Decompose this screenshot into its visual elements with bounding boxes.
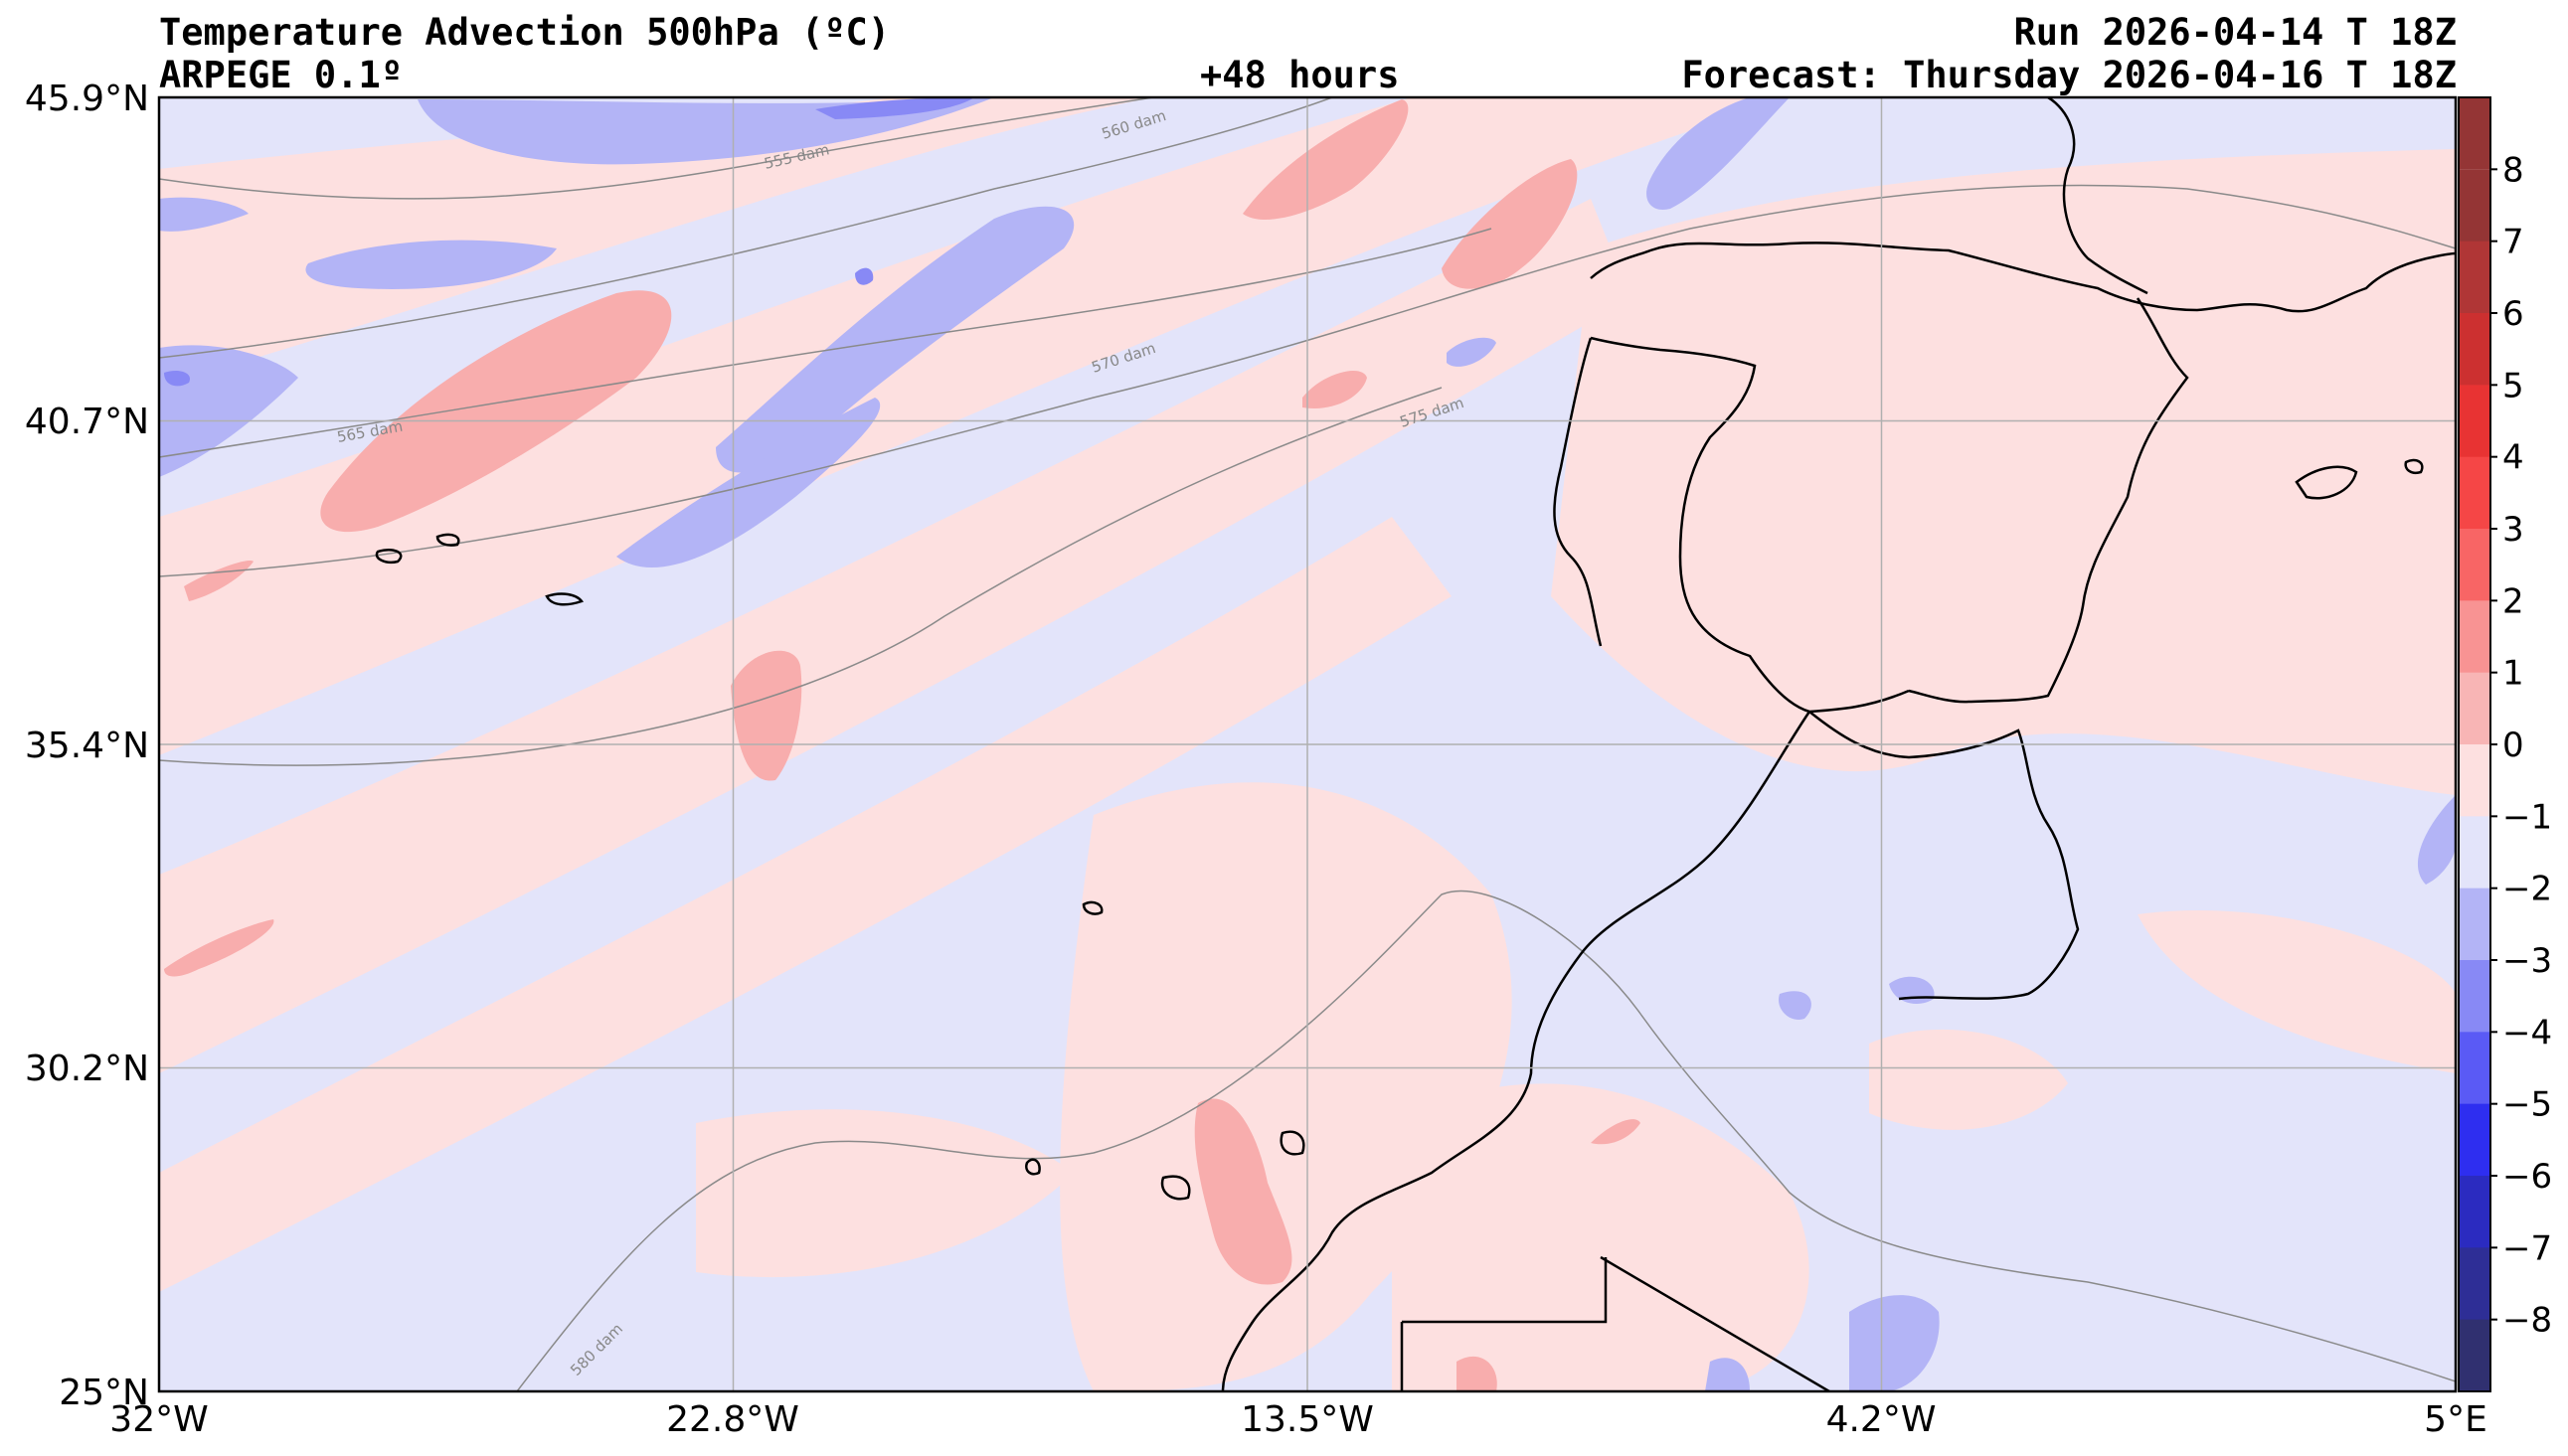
warm-patch [164, 919, 274, 977]
warm-patch [1442, 159, 1578, 289]
graticule [159, 97, 2456, 1391]
longitude-axis: 32°W 22.8°W 13.5°W 4.2°W 5°E [109, 1399, 2487, 1440]
lat-label: 25°N [59, 1373, 149, 1413]
colorbar-label: 0 [2502, 726, 2524, 765]
run-label: Run 2026-04-14 T 18Z [2013, 11, 2457, 54]
colorbar-segment [2459, 1176, 2490, 1248]
cold-patch [1646, 97, 1790, 210]
colorbar-segment [2459, 1103, 2490, 1177]
cold-patch [2417, 795, 2456, 885]
colorbar-segment [2459, 241, 2490, 314]
warm-patch [1456, 1356, 1497, 1391]
warm-area [696, 1109, 1074, 1278]
colorbar-segment [2459, 600, 2490, 674]
colorbar-label: −5 [2502, 1085, 2552, 1125]
warm-patch [731, 650, 802, 781]
colorbar-label: 4 [2502, 438, 2524, 478]
colorbar-labels: 8 7 6 5 4 3 2 1 0 −1 −2 −3 −4 −5 −6 −7 −8 [2490, 150, 2552, 1341]
lon-label: 32°W [109, 1399, 208, 1440]
colorbar-label: 3 [2502, 510, 2524, 550]
warm-band [159, 199, 1630, 1073]
map-title: Temperature Advection 500hPa (ºC) [159, 11, 891, 54]
colorbar-segment [2459, 744, 2490, 817]
colorbar-segment [2459, 960, 2490, 1033]
lead-time-label: +48 hours [1200, 54, 1400, 96]
warm-patch [1591, 1119, 1640, 1145]
cold-spot [815, 97, 974, 119]
colorbar-label: −6 [2502, 1157, 2552, 1197]
colorbar-segment [2459, 313, 2490, 386]
colorbar-label: 2 [2502, 581, 2524, 621]
forecast-label: Forecast: Thursday 2026-04-16 T 18Z [1681, 54, 2457, 96]
colorbar-label: 8 [2502, 150, 2524, 190]
colorbar-segments [2459, 97, 2490, 1392]
colorbar-label: −4 [2502, 1013, 2552, 1052]
colorbar-label: −2 [2502, 870, 2552, 909]
colorbar-segment [2459, 888, 2490, 961]
geopotential-contours [159, 97, 2456, 1391]
warm-band [159, 97, 1153, 388]
colorbar-segment [2459, 456, 2490, 530]
lat-label: 40.7°N [25, 402, 149, 442]
cold-patch [1447, 337, 1496, 367]
cold-patch [159, 345, 298, 477]
warm-area-iberia [1551, 149, 2456, 795]
warm-patch [320, 290, 672, 533]
colorbar-label: −7 [2502, 1228, 2552, 1268]
warm-band [159, 517, 1452, 1292]
warm-patch [1302, 370, 1367, 408]
advection-field [159, 97, 2456, 1391]
latitude-axis: 45.9°N 40.7°N 35.4°N 30.2°N 25°N [25, 79, 149, 1413]
colorbar-label: −8 [2502, 1301, 2552, 1341]
colorbar-label: 1 [2502, 654, 2524, 694]
cold-spot [164, 371, 190, 387]
colorbar-segment [2459, 169, 2490, 243]
cold-patch [1779, 991, 1811, 1020]
warm-area [2138, 910, 2456, 1073]
lon-label: 22.8°W [666, 1399, 799, 1440]
colorbar-segment [2459, 1032, 2490, 1105]
cold-patch [159, 197, 249, 232]
map-frame [157, 95, 2458, 1393]
colorbar-label: 7 [2502, 223, 2524, 262]
cold-patch [616, 398, 881, 568]
cold-patch [305, 240, 557, 289]
colorbar-label: −3 [2502, 941, 2552, 981]
warm-patch [1243, 99, 1409, 220]
lon-label: 13.5°W [1241, 1399, 1374, 1440]
colorbar-segment [2459, 97, 2490, 170]
warm-area-sahara [1392, 1083, 1809, 1391]
model-label: ARPEGE 0.1º [159, 54, 404, 96]
colorbar-segment [2459, 385, 2490, 458]
cold-spot [855, 267, 874, 285]
lon-label: 5°E [2424, 1399, 2487, 1440]
colorbar-segment [2459, 1247, 2490, 1321]
cold-patch [1849, 1295, 1940, 1391]
warm-area [1869, 1029, 2068, 1130]
colorbar: 8 7 6 5 4 3 2 1 0 −1 −2 −3 −4 −5 −6 −7 −8 [2458, 96, 2552, 1392]
colorbar-segment [2459, 672, 2490, 745]
warm-patch [1194, 1098, 1292, 1285]
lat-label: 35.4°N [25, 726, 149, 766]
lon-label: 4.2°W [1826, 1399, 1937, 1440]
colorbar-segment [2459, 529, 2490, 601]
colorbar-segment [2459, 1319, 2490, 1392]
cold-patch [1705, 1358, 1750, 1391]
lat-label: 45.9°N [25, 79, 149, 119]
colorbar-label: 6 [2502, 294, 2524, 334]
lat-label: 30.2°N [25, 1049, 149, 1089]
coastline [375, 97, 2456, 1391]
colorbar-segment [2459, 816, 2490, 890]
colorbar-label: 5 [2502, 366, 2524, 405]
colorbar-label: −1 [2502, 797, 2552, 837]
